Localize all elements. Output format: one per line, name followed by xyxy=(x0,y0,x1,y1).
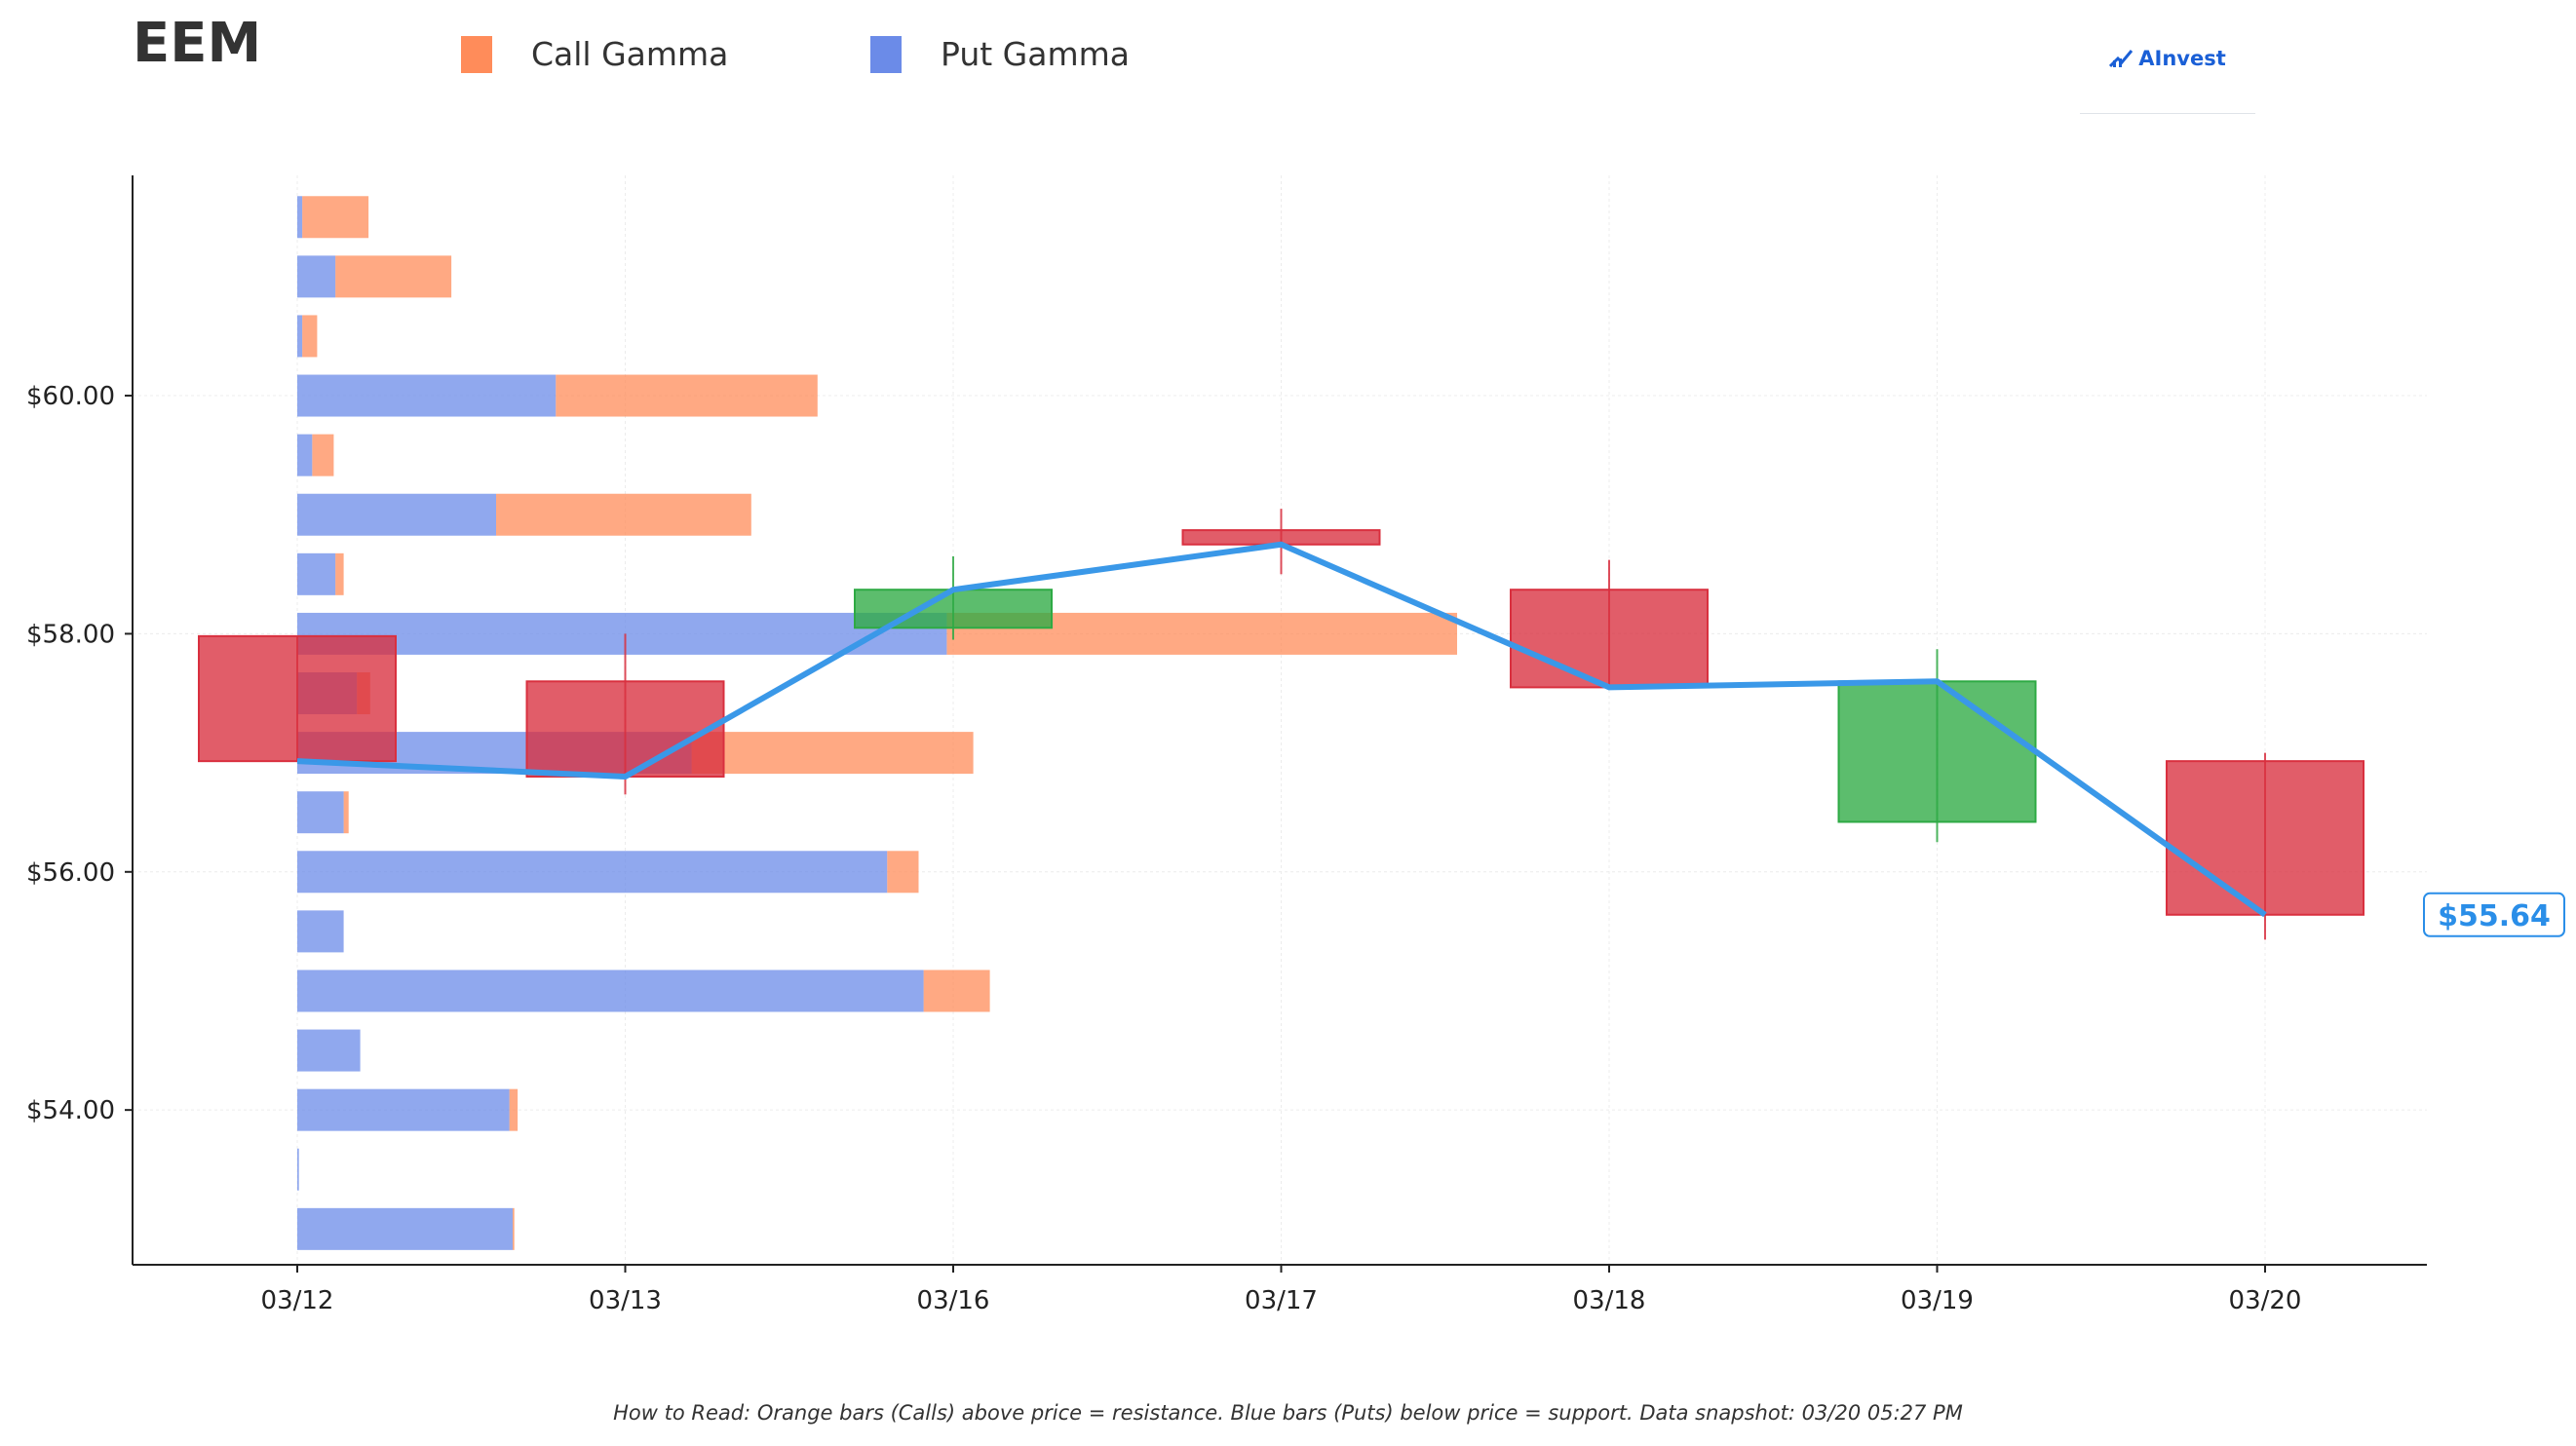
put-gamma-bar xyxy=(297,612,947,655)
call-gamma-bar xyxy=(496,493,751,536)
put-gamma-bar xyxy=(297,1148,299,1191)
call-gamma-bar xyxy=(312,434,334,476)
put-gamma-bar xyxy=(297,434,313,476)
logo-text: AInvest xyxy=(2138,47,2226,70)
put-gamma-bar xyxy=(297,1088,510,1131)
footnote: How to Read: Orange bars (Calls) above p… xyxy=(613,1401,1963,1425)
close-price-line xyxy=(296,541,2267,918)
ainvest-logo: AInvest xyxy=(2080,47,2255,114)
call-gamma-bar xyxy=(923,970,990,1012)
y-tick-label: $58.00 xyxy=(26,620,115,649)
call-gamma-swatch xyxy=(461,35,492,73)
legend-put-gamma: Put Gamma xyxy=(870,35,1130,73)
put-gamma-bar xyxy=(297,255,336,298)
call-gamma-bar xyxy=(887,851,919,894)
put-gamma-bar xyxy=(297,1207,513,1250)
legend-call-gamma: Call Gamma xyxy=(461,35,728,73)
put-gamma-bar xyxy=(297,1029,361,1072)
put-gamma-bar xyxy=(297,196,303,239)
call-gamma-bar xyxy=(691,732,974,775)
logo-chart-icon xyxy=(2109,50,2134,68)
call-gamma-bar xyxy=(513,1207,515,1250)
put-gamma-bar xyxy=(297,493,496,536)
x-tick-label: 03/20 xyxy=(2229,1286,2302,1315)
candle-body xyxy=(854,589,1053,629)
put-gamma-bar xyxy=(297,791,344,834)
x-tick-label: 03/16 xyxy=(917,1286,990,1315)
call-gamma-bar xyxy=(302,196,369,239)
put-gamma-bar xyxy=(297,552,336,595)
call-gamma-bar xyxy=(509,1088,519,1131)
x-tick-label: 03/17 xyxy=(1245,1286,1318,1315)
call-gamma-bar xyxy=(343,791,349,834)
call-gamma-bar xyxy=(335,255,452,298)
legend-call-label: Call Gamma xyxy=(531,35,729,73)
y-tick-label: $54.00 xyxy=(26,1096,115,1125)
put-gamma-bar xyxy=(297,910,344,953)
candle-body xyxy=(1837,680,2037,823)
last-price-box xyxy=(2423,892,2565,937)
gamma-candlestick-chart: $54.00 $56.00 $58.00 $60.00 03/12 03/13 03/16 0… xyxy=(26,175,2565,1315)
call-gamma-bar xyxy=(556,374,818,417)
x-tick-label: 03/12 xyxy=(261,1286,334,1315)
candle-body xyxy=(525,680,725,779)
put-gamma-bar xyxy=(297,851,888,894)
put-gamma-bar xyxy=(297,970,924,1012)
y-tick-label: $56.00 xyxy=(26,858,115,888)
y-tick-label: $60.00 xyxy=(26,382,115,411)
call-gamma-bar xyxy=(302,315,318,358)
legend-put-label: Put Gamma xyxy=(941,35,1130,73)
candle-body xyxy=(198,634,397,763)
put-gamma-swatch xyxy=(870,35,902,73)
put-gamma-bar xyxy=(297,315,303,358)
x-tick-label: 03/18 xyxy=(1573,1286,1646,1315)
last-price-label: $55.64 xyxy=(2438,899,2551,933)
x-tick-label: 03/13 xyxy=(589,1286,662,1315)
put-gamma-bar xyxy=(297,374,557,417)
candle-body xyxy=(2166,760,2365,916)
call-gamma-bar xyxy=(335,552,344,595)
x-tick-label: 03/19 xyxy=(1901,1286,1974,1315)
ticker-title: EEM xyxy=(133,12,262,75)
candle-body xyxy=(1510,589,1709,689)
